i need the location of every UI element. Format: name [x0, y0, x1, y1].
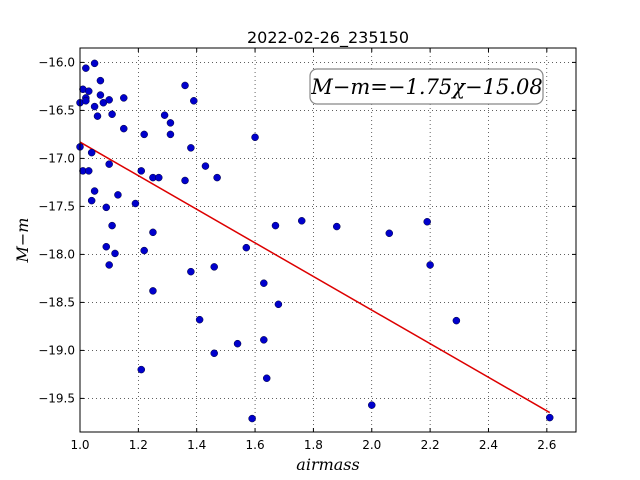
- data-point: [90, 187, 99, 195]
- data-point: [260, 336, 268, 344]
- data-point: [190, 97, 198, 105]
- data-point: [149, 287, 157, 295]
- data-point: [82, 97, 90, 105]
- data-point: [187, 144, 195, 152]
- y-tick-label: −19.0: [38, 343, 75, 357]
- fit-line: [79, 141, 551, 414]
- data-point: [385, 229, 394, 238]
- data-point: [85, 87, 93, 95]
- y-tick-label: −17.5: [38, 199, 75, 213]
- data-point: [166, 119, 175, 127]
- data-point: [181, 176, 189, 185]
- data-point: [87, 196, 96, 205]
- x-tick-label: 1.2: [129, 438, 148, 452]
- data-point: [105, 160, 113, 168]
- data-point: [213, 173, 221, 182]
- data-point: [87, 148, 96, 157]
- data-point: [166, 130, 175, 139]
- x-tick-label: 2.4: [479, 438, 498, 452]
- fit-equation-frame: [309, 68, 544, 105]
- data-point: [452, 316, 461, 325]
- x-tick-label: 2.0: [362, 438, 381, 452]
- data-point: [426, 261, 434, 269]
- data-point: [201, 162, 210, 170]
- y-tick-label: −18.5: [38, 295, 75, 309]
- data-point: [90, 59, 99, 68]
- data-point: [210, 349, 218, 358]
- y-tick-labels: −16.0 −16.5 −17.0 −17.5 −18.0 −18.5 −19.0 −19.5: [38, 55, 75, 405]
- data-point: [137, 167, 146, 175]
- data-point: [271, 221, 280, 230]
- data-point: [120, 124, 128, 133]
- data-point: [102, 203, 111, 212]
- data-point: [105, 96, 113, 104]
- x-tick-label: 1.4: [187, 438, 206, 452]
- data-point: [187, 267, 195, 276]
- chart-title: 2022-02-26_235150: [247, 28, 409, 48]
- y-axis-label: M−m: [13, 218, 32, 264]
- data-point: [297, 217, 306, 225]
- x-tick-labels: 1.0 1.2 1.4 1.6 1.8 2.0 2.2 2.4 2.6: [70, 438, 556, 452]
- data-point: [96, 76, 105, 85]
- data-point: [423, 218, 431, 226]
- data-point: [262, 374, 271, 382]
- data-point: [181, 81, 189, 90]
- data-point: [155, 173, 163, 182]
- data-point: [149, 228, 157, 237]
- y-tick-label: −16.0: [38, 55, 75, 69]
- data-point: [96, 91, 105, 99]
- data-point: [105, 261, 113, 269]
- y-tick-label: −17.0: [38, 151, 75, 165]
- data-point: [368, 401, 376, 409]
- data-point: [93, 112, 102, 120]
- data-point: [90, 102, 99, 111]
- data-point: [274, 300, 283, 309]
- data-point: [233, 339, 242, 348]
- data-point: [85, 167, 93, 175]
- fit-equation: M−m=−1.75χ−15.08: [310, 75, 542, 99]
- data-point: [120, 94, 128, 102]
- data-point: [248, 414, 256, 423]
- axis-ticks: [79, 48, 576, 432]
- data-point: [131, 199, 140, 208]
- x-tick-label: 1.8: [304, 438, 323, 452]
- plot-area: [80, 48, 576, 432]
- data-point: [108, 110, 116, 118]
- data-point: [242, 243, 251, 252]
- x-tick-label: 2.2: [421, 438, 440, 452]
- grid-lines: [79, 48, 576, 432]
- fit-line-layer: [79, 141, 551, 414]
- data-point: [137, 365, 146, 374]
- x-tick-label: 1.0: [70, 438, 89, 452]
- y-tick-label: −19.5: [38, 391, 75, 405]
- y-tick-label: −18.0: [38, 247, 75, 261]
- data-point: [140, 246, 148, 255]
- x-axis-label: airmass: [296, 455, 359, 474]
- data-point: [114, 191, 122, 199]
- data-point: [160, 111, 169, 119]
- data-point: [333, 222, 341, 231]
- data-points: [76, 59, 554, 423]
- data-point: [82, 64, 90, 72]
- data-point: [140, 130, 148, 139]
- data-point: [210, 263, 218, 271]
- data-point: [108, 221, 116, 230]
- data-point: [260, 279, 268, 287]
- data-point: [195, 315, 204, 324]
- data-point: [111, 249, 119, 258]
- x-tick-label: 2.6: [537, 438, 556, 452]
- y-tick-label: −16.5: [38, 103, 75, 117]
- data-point: [545, 413, 554, 422]
- fit-equation-box: M−m=−1.75χ−15.08: [309, 68, 544, 105]
- data-point: [102, 242, 111, 251]
- data-point: [251, 133, 259, 142]
- x-tick-label: 1.6: [246, 438, 265, 452]
- plot-frame: [79, 47, 577, 433]
